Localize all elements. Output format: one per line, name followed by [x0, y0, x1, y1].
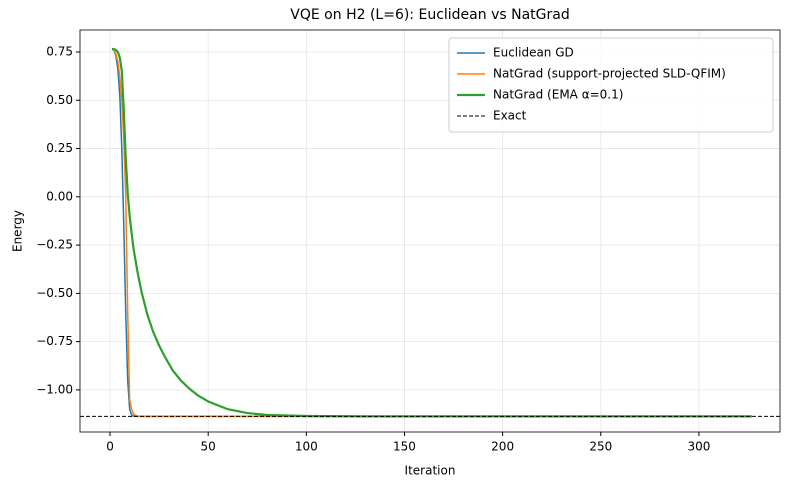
y-tick-label: −0.25 [36, 238, 73, 252]
x-tick-label: 300 [687, 440, 710, 454]
chart-title: VQE on H2 (L=6): Euclidean vs NatGrad [290, 7, 569, 23]
legend-box [448, 37, 774, 133]
x-axis-label: Iteration [405, 464, 456, 478]
y-tick-label: −0.75 [36, 334, 73, 348]
x-tick-label: 100 [295, 440, 318, 454]
y-tick-label: −1.00 [36, 382, 73, 396]
y-tick-label: 0.00 [46, 189, 73, 203]
x-tick-label: 50 [201, 440, 216, 454]
x-tick-label: 150 [393, 440, 416, 454]
plot-frame [79, 29, 781, 433]
legend-label: NatGrad (support-projected SLD-QFIM) [493, 67, 726, 81]
y-tick-label: 0.25 [46, 141, 73, 155]
y-tick-label: −0.50 [36, 286, 73, 300]
x-tick-label: 0 [106, 440, 114, 454]
x-tick-label: 250 [589, 440, 612, 454]
y-tick-label: 0.75 [46, 45, 73, 59]
legend-label: Euclidean GD [493, 46, 574, 60]
legend-label: Exact [493, 109, 527, 123]
legend: Euclidean GD NatGrad (support-projected S… [448, 37, 774, 133]
y-tick-label: 0.50 [46, 93, 73, 107]
legend-label: NatGrad (EMA α=0.1) [493, 88, 623, 102]
x-tick-label: 200 [491, 440, 514, 454]
y-axis-label: Energy [11, 210, 25, 252]
series-line [112, 48, 752, 418]
